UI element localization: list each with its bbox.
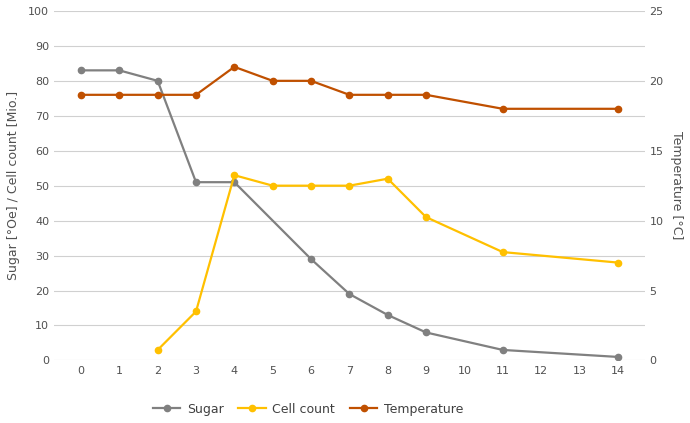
- Temperature: [192, 92, 200, 97]
- Temperature: [154, 92, 162, 97]
- Cell count: [384, 176, 392, 181]
- Line: Temperature: Temperature: [78, 64, 621, 112]
- Temperature: [499, 106, 507, 111]
- Cell count: [268, 183, 277, 188]
- Sugar: [499, 347, 507, 352]
- Cell count: [154, 347, 162, 352]
- Cell count: [345, 183, 353, 188]
- Y-axis label: Sugar [°Oe] / Cell count [Mio.]: Sugar [°Oe] / Cell count [Mio.]: [7, 91, 20, 280]
- Sugar: [384, 313, 392, 318]
- Cell count: [192, 309, 200, 314]
- Temperature: [384, 92, 392, 97]
- Sugar: [115, 68, 124, 73]
- Temperature: [115, 92, 124, 97]
- Temperature: [230, 64, 239, 69]
- Sugar: [307, 256, 315, 261]
- Sugar: [613, 354, 622, 360]
- Y-axis label: Temperature [°C]: Temperature [°C]: [670, 132, 683, 240]
- Temperature: [422, 92, 430, 97]
- Sugar: [422, 330, 430, 335]
- Line: Cell count: Cell count: [155, 172, 621, 353]
- Temperature: [77, 92, 85, 97]
- Cell count: [230, 173, 239, 178]
- Line: Sugar: Sugar: [78, 67, 621, 360]
- Sugar: [192, 180, 200, 185]
- Cell count: [422, 214, 430, 220]
- Temperature: [613, 106, 622, 111]
- Cell count: [613, 260, 622, 265]
- Sugar: [77, 68, 85, 73]
- Cell count: [307, 183, 315, 188]
- Legend: Sugar, Cell count, Temperature: Sugar, Cell count, Temperature: [148, 398, 468, 420]
- Cell count: [499, 250, 507, 255]
- Sugar: [230, 180, 239, 185]
- Sugar: [345, 291, 353, 297]
- Temperature: [345, 92, 353, 97]
- Temperature: [307, 78, 315, 83]
- Temperature: [268, 78, 277, 83]
- Sugar: [154, 78, 162, 83]
